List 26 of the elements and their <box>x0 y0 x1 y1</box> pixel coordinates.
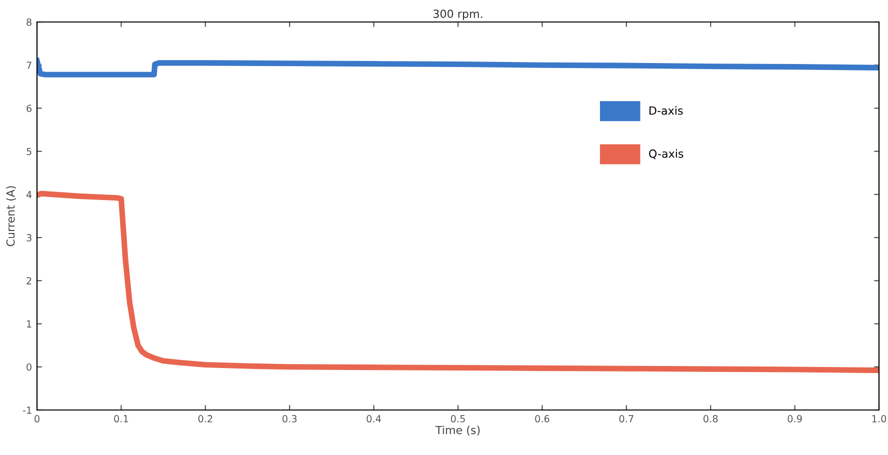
y-tick-label: -1 <box>22 406 32 414</box>
chart-title: 300 rpm. <box>433 10 482 20</box>
x-tick-label: 1.0 <box>872 415 886 422</box>
y-tick-label: 5 <box>26 148 32 156</box>
y-tick-label: 4 <box>26 191 32 198</box>
x-tick-label: 0.3 <box>282 415 297 422</box>
x-tick-label: 0.4 <box>366 415 381 422</box>
x-axis-title: Time (s) <box>435 426 480 436</box>
y-tick-label: 6 <box>26 104 32 112</box>
y-tick-label: 7 <box>26 62 32 69</box>
x-tick-label: 0.9 <box>788 415 802 422</box>
x-tick-label: 0.5 <box>450 415 465 422</box>
x-tick-label: 0.8 <box>704 415 718 422</box>
x-tick-label: 0.2 <box>198 415 212 422</box>
x-tick-label: 0.6 <box>535 415 550 422</box>
y-axis-title: Current (A) <box>6 186 16 246</box>
y-tick-label: 2 <box>26 277 32 284</box>
y-tick-label: 3 <box>26 234 32 242</box>
legend-label: Q-axis <box>649 149 684 160</box>
y-tick-label: 8 <box>26 18 32 26</box>
legend-label: D-axis <box>650 106 683 115</box>
y-tick-label: 0 <box>26 363 32 371</box>
x-tick-label: 0 <box>34 415 40 422</box>
y-tick-label: 1 <box>27 320 32 328</box>
x-tick-label: 0.1 <box>114 415 128 422</box>
x-tick-label: 0.7 <box>619 415 634 422</box>
